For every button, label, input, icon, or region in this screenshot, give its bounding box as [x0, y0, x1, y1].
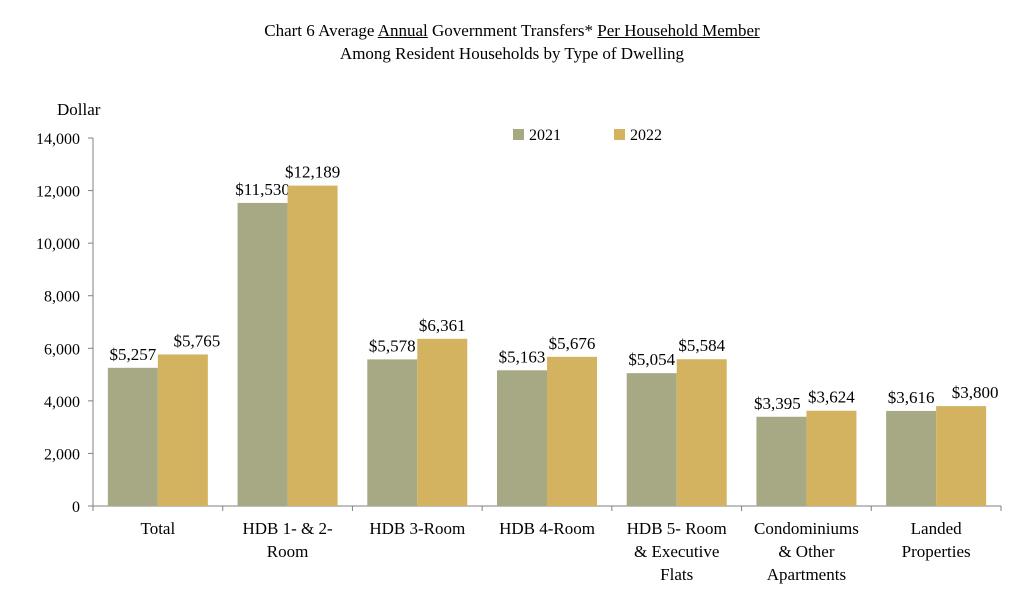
bar-2021 [626, 373, 677, 506]
legend-swatch-2022 [614, 129, 625, 140]
bar-2022 [936, 406, 987, 506]
x-category-label: HDB 1- & 2- Room [242, 519, 333, 561]
x-category-label: Condominiums & Other Apartments [754, 519, 859, 584]
x-category-label-line: Properties [902, 542, 971, 561]
y-axis-label: Dollar [57, 100, 101, 119]
y-tick-label: 12,000 [36, 184, 80, 201]
x-category-label: HDB 3-Room [369, 519, 465, 538]
x-category-label: HDB 5- Room & Executive Flats [627, 519, 727, 584]
legend-label: 2021 [529, 127, 561, 144]
data-label: $5,676 [549, 334, 596, 353]
bar-2021 [497, 370, 547, 506]
bar-2021 [237, 202, 288, 506]
title-per-member: Per Household Member [597, 21, 760, 40]
x-category-label-line: HDB 5- Room [627, 519, 727, 538]
x-category-label: Total [141, 519, 176, 538]
chart-title: Chart 6 Average Annual Government Transf… [0, 20, 1024, 42]
data-label: $5,578 [369, 336, 416, 355]
bar-2021 [886, 410, 937, 506]
title-annual: Annual [377, 21, 428, 40]
data-label: $5,054 [628, 350, 675, 369]
bar-2021 [756, 416, 807, 506]
data-label: $5,584 [678, 336, 725, 355]
title-middle: Government Transfers* [427, 21, 598, 40]
title-prefix: Chart 6 Average [264, 21, 378, 40]
x-category-label-line: Flats [660, 565, 693, 584]
x-category-label-line: HDB 3-Room [369, 519, 465, 538]
data-label: $5,163 [499, 347, 546, 366]
y-tick-label: 0 [72, 499, 80, 516]
data-label: $12,189 [285, 163, 340, 182]
y-tick-label: 4,000 [44, 394, 80, 411]
bar-2022 [547, 356, 597, 506]
bar-2021 [107, 367, 158, 506]
x-category-label-line: Landed [911, 519, 962, 538]
legend-label: 2022 [630, 127, 662, 144]
bar-2022 [676, 359, 727, 506]
y-tick-label: 2,000 [44, 446, 80, 463]
y-tick-label: 8,000 [44, 289, 80, 306]
bar-2022 [417, 338, 468, 506]
data-label: $3,616 [888, 388, 935, 407]
y-tick-label: 6,000 [44, 341, 80, 358]
x-category-label-line: Total [141, 519, 176, 538]
data-label: $3,624 [808, 388, 855, 407]
x-category-label-line: Room [267, 542, 309, 561]
x-category-label: Landed Properties [902, 519, 971, 561]
data-label: $5,765 [173, 331, 220, 350]
chart-subtitle: Among Resident Households by Type of Dwe… [339, 44, 685, 63]
x-category-label-line: & Executive [634, 542, 719, 561]
bar-2022 [806, 410, 857, 506]
bar-2022 [157, 354, 208, 506]
x-category-label-line: HDB 4-Room [499, 519, 595, 538]
data-label: $11,530 [235, 180, 290, 199]
y-tick-label: 14,000 [36, 131, 80, 148]
bar-2021 [367, 359, 418, 506]
x-category-label-line: Apartments [767, 565, 846, 584]
data-label: $6,361 [419, 316, 466, 335]
bar-2022 [287, 185, 338, 506]
x-category-label: HDB 4-Room [499, 519, 595, 538]
y-tick-label: 10,000 [36, 236, 80, 253]
x-category-label-line: HDB 1- & 2- [242, 519, 333, 538]
data-label: $3,800 [952, 383, 999, 402]
data-label: $3,395 [754, 394, 801, 413]
legend-swatch-2021 [513, 129, 524, 140]
x-category-label-line: Condominiums [754, 519, 859, 538]
data-label: $5,257 [109, 345, 156, 364]
x-category-label-line: & Other [778, 542, 835, 561]
